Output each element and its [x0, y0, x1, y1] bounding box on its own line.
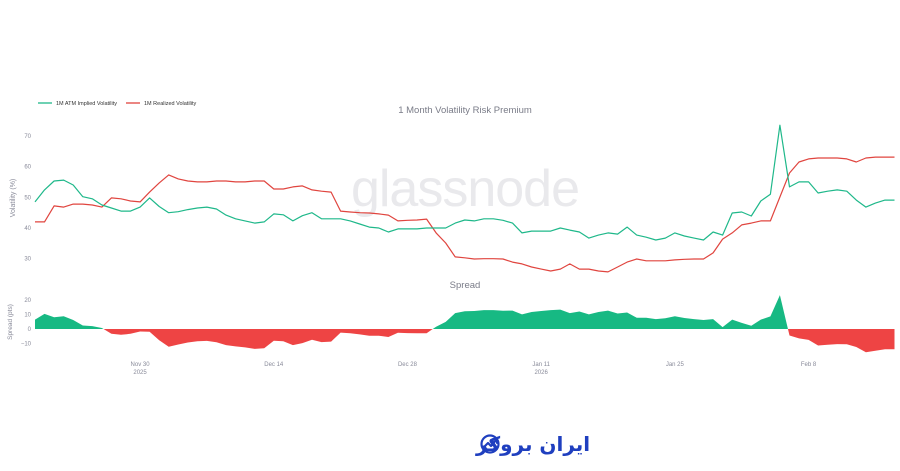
legend-label-realized[interactable]: 1M Realized Volatility: [144, 101, 197, 107]
x-tick-label: Jan 11: [532, 362, 550, 368]
iranbroker-logo: ایران بروکر: [475, 432, 590, 456]
x-tick-label: Feb 8: [801, 362, 817, 368]
y-tick-label: 30: [24, 257, 31, 263]
x-tick-year-label: 2026: [534, 370, 548, 376]
series-line-realized-volatility: [35, 156, 895, 273]
legend: 1M ATM Implied Volatility 1M Realized Vo…: [38, 101, 197, 107]
y-tick-label: 40: [24, 226, 31, 232]
legend-label-implied[interactable]: 1M ATM Implied Volatility: [56, 101, 117, 107]
y-tick-label: 20: [24, 298, 31, 304]
spread-area-positive: [35, 295, 895, 329]
x-axis-ticks: Nov 30 2025 Dec 14 Dec 28 Jan 11 2026 Jan 25 Fe…: [131, 362, 817, 376]
x-tick-label: Jan 25: [666, 362, 685, 368]
chart-title: 1 Month Volatility Risk Premium: [398, 105, 532, 116]
y-axis-title-volatility: Volatility (%): [10, 179, 17, 218]
y-tick-label: 0: [28, 327, 32, 333]
watermark: glassnode: [351, 160, 579, 218]
y-tick-label: 70: [24, 134, 31, 140]
y-tick-label: 60: [24, 165, 31, 171]
x-tick-label: Nov 30: [131, 362, 151, 368]
series-line-implied-volatility: [34, 124, 895, 241]
y-axis-title-spread: Spread (pts): [7, 304, 14, 340]
spread-title: Spread: [450, 280, 481, 291]
x-tick-label: Dec 14: [264, 362, 284, 368]
y-tick-label: 10: [24, 313, 31, 319]
y-tick-label: −10: [21, 342, 32, 348]
y-axis-ticks-volatility: 30 40 50 60 70: [24, 134, 31, 263]
x-tick-label: Dec 28: [398, 362, 418, 368]
y-tick-label: 50: [24, 195, 31, 201]
x-tick-year-label: 2025: [133, 370, 147, 376]
trend-chart-logo-icon: [480, 434, 500, 454]
y-axis-ticks-spread: −10 0 10 20: [21, 298, 32, 348]
spread-area-negative: [35, 329, 895, 353]
logo-text: ایران بروکر: [475, 432, 590, 456]
